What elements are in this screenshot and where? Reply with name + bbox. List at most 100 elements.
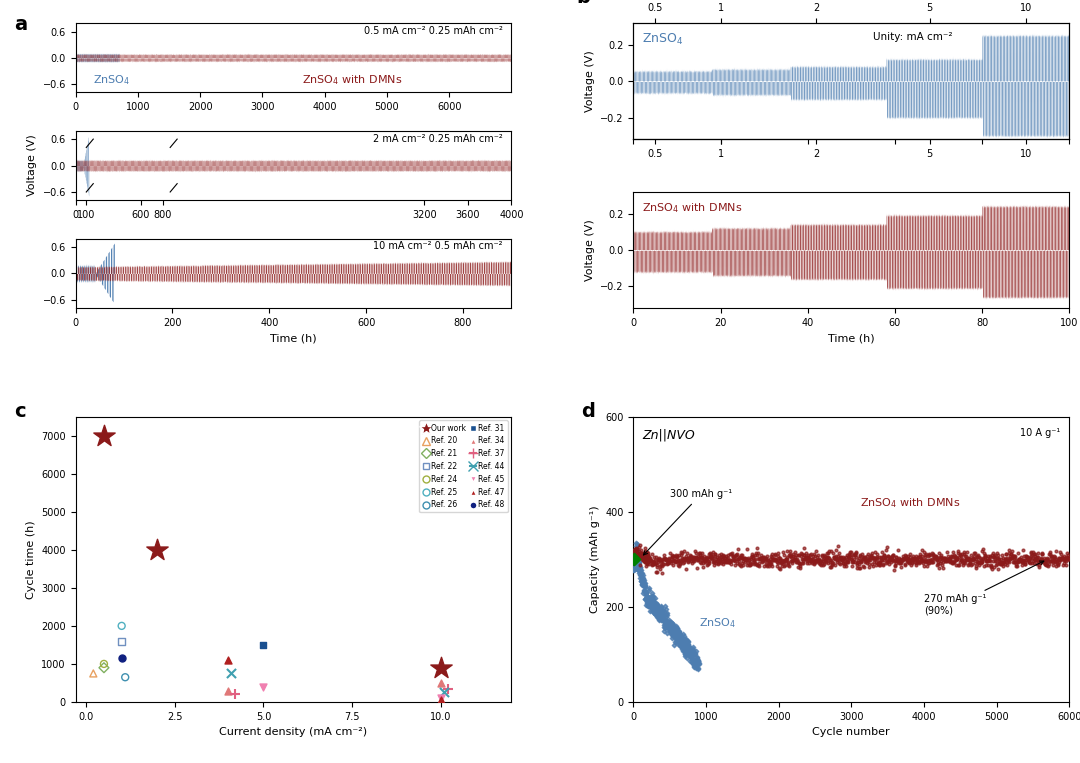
Point (804, 555, 821, 568)
Point (661, 547, 678, 559)
Point (687, 551, 704, 563)
Point (1034, 547, 1051, 559)
Point (660, 552, 677, 565)
Point (1004, 556, 1022, 568)
Point (645, 597, 662, 609)
Point (664, 549, 681, 562)
Point (652, 555, 670, 568)
Point (967, 557, 984, 569)
Point (1015, 544, 1032, 556)
Point (878, 555, 895, 568)
Point (742, 557, 759, 569)
Point (816, 555, 834, 568)
Text: Unity: mA cm⁻²: Unity: mA cm⁻² (873, 32, 953, 42)
Point (862, 551, 879, 563)
Point (651, 610, 669, 622)
Point (799, 549, 816, 561)
Point (967, 547, 984, 559)
Point (677, 640, 694, 652)
Point (941, 552, 958, 565)
Point (948, 552, 966, 565)
Point (922, 555, 940, 568)
Point (698, 551, 715, 563)
Point (662, 626, 679, 638)
Point (837, 553, 854, 565)
Point (801, 554, 819, 566)
Point (685, 551, 702, 563)
Point (713, 550, 730, 562)
Point (713, 557, 730, 569)
Point (1025, 557, 1042, 569)
Point (1020, 556, 1037, 568)
Point (933, 552, 950, 564)
Point (897, 552, 915, 564)
Point (956, 548, 973, 560)
Point (879, 554, 896, 566)
Point (625, 551, 643, 563)
Point (959, 554, 976, 566)
Point (851, 549, 868, 562)
Point (878, 543, 895, 555)
Point (637, 593, 654, 605)
Point (946, 552, 963, 565)
Point (740, 552, 757, 565)
Point (973, 545, 990, 557)
Point (869, 550, 887, 562)
Point (671, 626, 688, 639)
Point (625, 564, 643, 576)
Point (647, 608, 664, 620)
Point (665, 639, 683, 651)
Point (874, 554, 891, 566)
Point (663, 620, 680, 633)
Point (791, 549, 808, 561)
Point (638, 557, 656, 569)
Point (841, 549, 859, 561)
Point (708, 551, 726, 563)
Point (852, 555, 869, 567)
Point (981, 555, 998, 567)
Point (975, 559, 993, 571)
Point (699, 559, 716, 571)
Point (676, 634, 693, 646)
Point (681, 549, 699, 562)
Point (963, 553, 981, 565)
Point (634, 554, 651, 566)
Point (673, 633, 690, 645)
Point (662, 555, 679, 567)
Point (222, 668, 240, 680)
Point (687, 658, 704, 671)
Point (916, 554, 933, 566)
Point (685, 655, 702, 668)
Point (900, 556, 917, 568)
Point (907, 559, 924, 571)
Point (1049, 557, 1066, 569)
Point (680, 655, 698, 667)
Point (646, 556, 663, 568)
Point (645, 597, 662, 609)
Point (672, 555, 689, 568)
Point (1037, 558, 1054, 570)
Point (729, 553, 746, 565)
Point (432, 692, 449, 704)
Point (741, 559, 758, 571)
Point (977, 555, 995, 567)
Point (917, 555, 934, 567)
Point (810, 555, 827, 567)
Point (678, 638, 696, 650)
Point (642, 598, 659, 610)
Point (629, 559, 646, 571)
Point (885, 549, 902, 561)
Point (1014, 553, 1031, 565)
Point (634, 572, 651, 584)
Point (814, 559, 832, 571)
Point (643, 553, 660, 565)
Point (1018, 552, 1036, 565)
Point (919, 550, 936, 562)
Point (677, 645, 694, 657)
Point (914, 544, 931, 556)
Point (961, 552, 978, 564)
Point (991, 553, 1009, 565)
Point (870, 559, 888, 571)
Point (707, 553, 725, 565)
Text: 2 mA cm⁻² 0.25 mAh cm⁻²: 2 mA cm⁻² 0.25 mAh cm⁻² (373, 134, 502, 143)
